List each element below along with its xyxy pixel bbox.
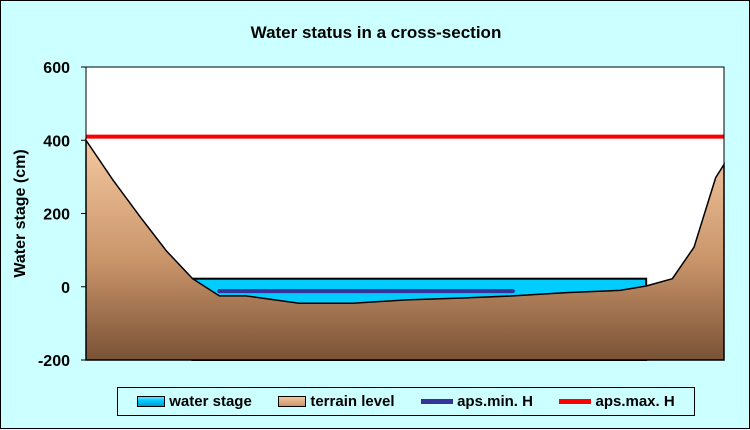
legend-item-aps-min-h: aps.min. H — [421, 393, 533, 410]
y-tick-label: 600 — [43, 60, 70, 77]
legend-swatch-aps-min-h — [421, 399, 454, 404]
legend-label-aps-max-h: aps.max. H — [595, 393, 675, 410]
legend-label-terrain-level: terrain level — [310, 393, 395, 410]
legend-item-water-stage: water stage — [137, 393, 252, 410]
y-tick-label: 200 — [43, 207, 70, 224]
legend: water stage terrain level aps.min. H aps… — [117, 387, 695, 416]
legend-label-aps-min-h: aps.min. H — [457, 393, 533, 410]
y-tick-label: 400 — [43, 133, 70, 150]
chart-title: Water status in a cross-section — [250, 23, 502, 42]
legend-swatch-water-stage — [137, 396, 166, 407]
legend-item-aps-max-h: aps.max. H — [559, 393, 675, 410]
legend-swatch-aps-max-h — [559, 399, 592, 404]
y-tick-label: 0 — [61, 280, 70, 297]
terrain-level-area — [85, 137, 725, 361]
legend-swatch-terrain-level — [278, 396, 307, 407]
y-tick-label: -200 — [38, 353, 70, 370]
legend-label-water-stage: water stage — [169, 393, 252, 410]
legend-item-terrain-level: terrain level — [278, 393, 395, 410]
y-axis-label: Water stage (cm) — [12, 149, 29, 277]
